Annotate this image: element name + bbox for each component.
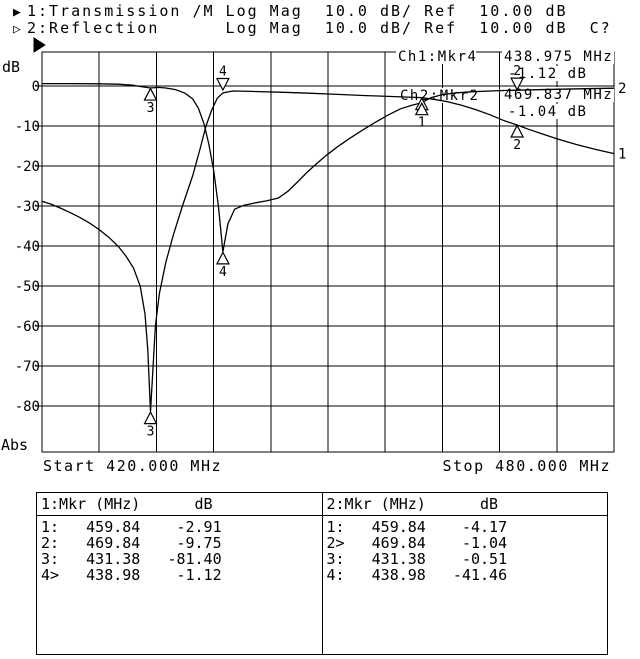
y-tick-label: -70	[15, 359, 40, 375]
ch1-readout-value: -1.12 dB	[508, 66, 587, 82]
channel1-title-line: ▶ 1:Transmission /M Log Mag 10.0 dB/ Ref …	[13, 3, 568, 21]
y-axis-tick-labels: 0 -10 -20 -30 -40 -50 -60 -70 -80	[15, 79, 40, 415]
y-tick-label: 0	[32, 79, 40, 95]
marker-table-ch1-rows: 1: 459.84 -2.91 2: 469.84 -9.75 3: 431.38 …	[37, 516, 322, 583]
trace-reflection	[42, 82, 615, 252]
trace-layer	[41, 82, 615, 412]
marker-2-label: 2	[513, 138, 521, 153]
marker-readout-block: Ch1:Mkr4 438.975 MHz -1.12 dB Ch2:Mkr2 4…	[396, 49, 614, 120]
marker-table-ch1: 1:Mkr (MHz) dB 1: 459.84 -2.91 2: 469.84 …	[37, 493, 323, 654]
ch1-readout-label: Ch1:Mkr4	[398, 49, 477, 65]
channel2-title-line: ▷ 2:Reflection Log Mag 10.0 dB/ Ref 10.00…	[13, 20, 612, 38]
marker-table-ch2-header: 2:Mkr (MHz) dB	[322, 493, 607, 516]
y-tick-label: -80	[15, 399, 40, 415]
y-axis-bottom-label: Abs	[1, 436, 28, 454]
channel1-active-arrow-icon: ▶	[13, 5, 21, 20]
y-tick-label: -20	[15, 159, 40, 175]
marker-3-triangle-icon	[143, 410, 158, 425]
stop-frequency-label: Stop 480.000 MHz	[443, 457, 612, 475]
y-tick-label: -30	[15, 199, 40, 215]
marker-table-row: 1: 459.84 -2.91	[41, 518, 222, 536]
trace-transmission	[41, 90, 615, 412]
marker-2-triangle-icon	[510, 77, 525, 91]
ch2-readout-label: Ch2:Mkr2	[400, 88, 479, 104]
marker-2-triangle-icon	[510, 124, 525, 138]
channel2-arrow-icon: ▷	[13, 22, 21, 37]
marker-table-row: 2> 469.84 -1.04	[326, 534, 508, 552]
trace-number-label: 1	[618, 147, 626, 163]
marker-table-row: 1: 459.84 -4.17	[326, 518, 508, 536]
ch1-readout-freq: 438.975 MHz	[504, 49, 613, 65]
channel2-title-text: 2:Reflection Log Mag 10.0 dB/ Ref 10.00 …	[27, 19, 612, 37]
marker-table-row: 2: 469.84 -9.75	[41, 534, 222, 552]
ch2-readout-freq: 469.837 MHz	[504, 87, 613, 103]
marker-table-row: 3: 431.38 -0.51	[326, 550, 508, 568]
marker-table-ch1-header: 1:Mkr (MHz) dB	[37, 493, 322, 516]
y-tick-label: -10	[15, 119, 40, 135]
start-frequency-label: Start 420.000 MHz	[43, 457, 222, 475]
marker-table-row: 3: 431.38 -81.40	[41, 550, 222, 568]
trace-markers-layer: 1 2 3 3 4 4 1 2 2	[143, 64, 626, 440]
ch2-readout-value: -1.04 dB	[508, 104, 587, 120]
channel1-title-text: 1:Transmission /M Log Mag 10.0 dB/ Ref 1…	[27, 2, 568, 20]
marker-4-label: 4	[219, 64, 227, 79]
marker-table-row: 4> 438.98 -1.12	[41, 566, 222, 584]
marker-3-triangle-icon	[143, 87, 158, 101]
marker-3-label: 3	[147, 425, 155, 440]
marker-table-ch2-rows: 1: 459.84 -4.17 2> 469.84 -1.04 3: 431.38 …	[323, 516, 608, 583]
marker-1-triangle-icon	[414, 101, 429, 116]
trace-number-label: 2	[618, 81, 626, 97]
reference-level-arrow-icon	[33, 37, 46, 53]
marker-1-label: 1	[418, 116, 426, 131]
y-tick-label: -40	[15, 239, 40, 255]
y-axis-unit-label: dB	[2, 58, 20, 76]
marker-4-triangle-icon	[215, 77, 230, 92]
marker-4-label: 4	[219, 265, 227, 280]
marker-3-label: 3	[147, 101, 155, 116]
marker-tables: 1:Mkr (MHz) dB 1: 459.84 -2.91 2: 469.84 …	[36, 492, 608, 655]
measurement-plot: 0 -10 -20 -30 -40 -50 -60 -70 -80 dB Abs Start 4…	[1, 37, 626, 475]
marker-table-row: 4: 438.98 -41.46	[326, 566, 508, 584]
marker-table-ch2: 2:Mkr (MHz) dB 1: 459.84 -4.17 2> 469.84 …	[322, 493, 608, 654]
marker-2-label: 2	[513, 64, 521, 79]
y-tick-label: -50	[15, 279, 40, 295]
y-tick-label: -60	[15, 319, 40, 335]
marker-4-triangle-icon	[215, 251, 230, 265]
